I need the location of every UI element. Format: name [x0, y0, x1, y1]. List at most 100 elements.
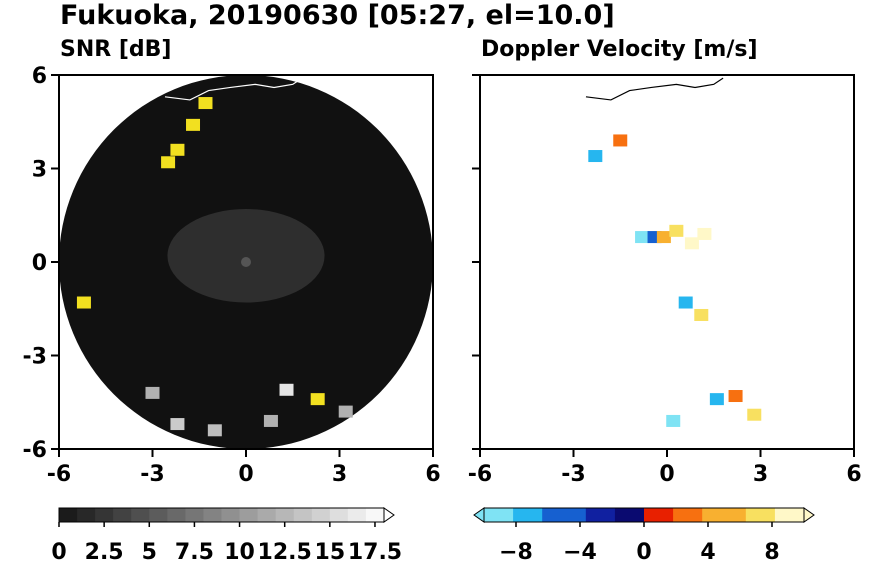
figure-title: Fukuoka, 20190630 [05:27, el=10.0] — [60, 0, 615, 31]
snr-echo-cell — [145, 386, 160, 399]
colorbar-segment — [221, 508, 241, 522]
doppler-echo-cell — [656, 231, 671, 244]
colorbar-tick-label: −4 — [563, 540, 597, 565]
colorbar-segment — [311, 508, 331, 522]
colorbar-segment — [167, 508, 186, 522]
colorbar-segment — [293, 508, 313, 522]
doppler-colorbar: −8 −4 0 4 8 — [473, 507, 815, 565]
colorbar-tick-label: 10 — [224, 540, 255, 565]
colorbar-segment — [203, 508, 222, 522]
colorbar-tick-label: 2.5 — [85, 540, 124, 565]
snr-echo-cell — [161, 156, 176, 169]
y-tick-label: 6 — [32, 64, 47, 89]
colorbar-segment — [687, 508, 703, 522]
doppler-echo-cell — [669, 224, 684, 237]
colorbar-segment — [571, 508, 587, 522]
x-tick-label: -6 — [468, 462, 492, 487]
colorbar-tick-label: 8 — [764, 540, 779, 565]
y-tick-label: 0 — [32, 251, 47, 276]
colorbar-segment — [347, 508, 367, 522]
colorbar-segment — [673, 508, 689, 522]
colorbar-segment — [731, 508, 747, 522]
colorbar-segment — [585, 508, 601, 522]
colorbar-tick-label: 15 — [315, 540, 346, 565]
doppler-echo-cell — [588, 150, 603, 163]
doppler-echo-cell — [747, 408, 762, 421]
doppler-echo-cell — [709, 393, 724, 406]
snr-coastline — [164, 77, 303, 101]
snr-echo-cell — [279, 383, 294, 396]
doppler-echo-cell — [678, 296, 693, 309]
colorbar-tick-label: 7.5 — [175, 540, 214, 565]
colorbar-segment — [614, 508, 630, 522]
x-tick-label: -3 — [561, 462, 585, 487]
x-tick-label: -6 — [47, 462, 71, 487]
doppler-echo-cell — [666, 414, 681, 427]
y-tick-label: -3 — [23, 345, 47, 370]
colorbar-segment — [275, 508, 295, 522]
snr-echo-cell — [338, 405, 353, 418]
colorbar-segment — [658, 508, 674, 522]
colorbar-segment — [95, 508, 114, 522]
colorbar-segment — [527, 508, 543, 522]
colorbar-tick-label: −8 — [499, 540, 533, 565]
colorbar-segment — [745, 508, 761, 522]
colorbar-segment — [644, 508, 660, 522]
doppler-plot-area — [480, 75, 854, 449]
colorbar-segment — [600, 508, 616, 522]
colorbar-segment — [185, 508, 204, 522]
doppler-echo-cell — [728, 390, 743, 403]
snr-echo-cell — [198, 97, 213, 110]
colorbar-segment — [513, 508, 529, 522]
snr-echo-cell — [170, 418, 185, 431]
colorbar-tick-label: 12.5 — [258, 540, 312, 565]
doppler-echo-cell — [684, 237, 699, 250]
colorbar-segment — [760, 508, 776, 522]
radar-site — [241, 257, 251, 267]
doppler-echo-cell — [697, 227, 712, 240]
colorbar-tick-label: 0 — [51, 540, 66, 565]
colorbar-segment — [239, 508, 259, 522]
colorbar-tick-label: 5 — [142, 540, 157, 565]
snr-echo-cell — [310, 393, 325, 406]
colorbar-segment — [484, 508, 500, 522]
doppler-coastline — [585, 77, 724, 101]
colorbar-segment — [789, 508, 805, 522]
snr-clutter — [167, 209, 325, 303]
x-tick-label: 0 — [659, 462, 674, 487]
colorbar-segment — [542, 508, 558, 522]
colorbar-segment — [556, 508, 572, 522]
colorbar-extend-max — [383, 507, 395, 523]
colorbar-segment — [702, 508, 718, 522]
colorbar-segment — [774, 508, 790, 522]
colorbar-segment — [498, 508, 514, 522]
colorbar-tick-label: 17.5 — [348, 540, 402, 565]
colorbar-segment — [257, 508, 277, 522]
doppler-echo-cell — [694, 308, 709, 321]
y-tick-label: 3 — [32, 158, 47, 183]
colorbar-segment — [113, 508, 132, 522]
colorbar-tick-label: 0 — [636, 540, 651, 565]
colorbar-extend-max — [803, 507, 815, 523]
snr-panel-title: SNR [dB] — [60, 37, 171, 62]
snr-colorbar: 0 2.5 5 7.5 10 12.5 15 17.5 — [51, 507, 402, 565]
colorbar-segment — [77, 508, 96, 522]
colorbar-segment — [716, 508, 732, 522]
doppler-echo-cell — [635, 231, 650, 244]
doppler-panel-title: Doppler Velocity [m/s] — [481, 37, 758, 62]
colorbar-segment — [149, 508, 168, 522]
x-tick-label: 3 — [332, 462, 347, 487]
x-tick-label: -3 — [140, 462, 164, 487]
colorbar-segment — [629, 508, 645, 522]
colorbar-segment — [329, 508, 349, 522]
snr-panel: SNR [dB] -6 -3 0 3 6 6 3 0 -3 -6 — [23, 37, 441, 487]
y-tick-label: -6 — [23, 438, 47, 463]
colorbar-extend-min — [473, 507, 485, 523]
snr-echo-cell — [76, 296, 91, 309]
colorbar-tick-label: 4 — [700, 540, 715, 565]
snr-echo-cell — [170, 143, 185, 156]
x-tick-label: 6 — [425, 462, 440, 487]
x-tick-label: 6 — [846, 462, 861, 487]
x-tick-label: 0 — [238, 462, 253, 487]
